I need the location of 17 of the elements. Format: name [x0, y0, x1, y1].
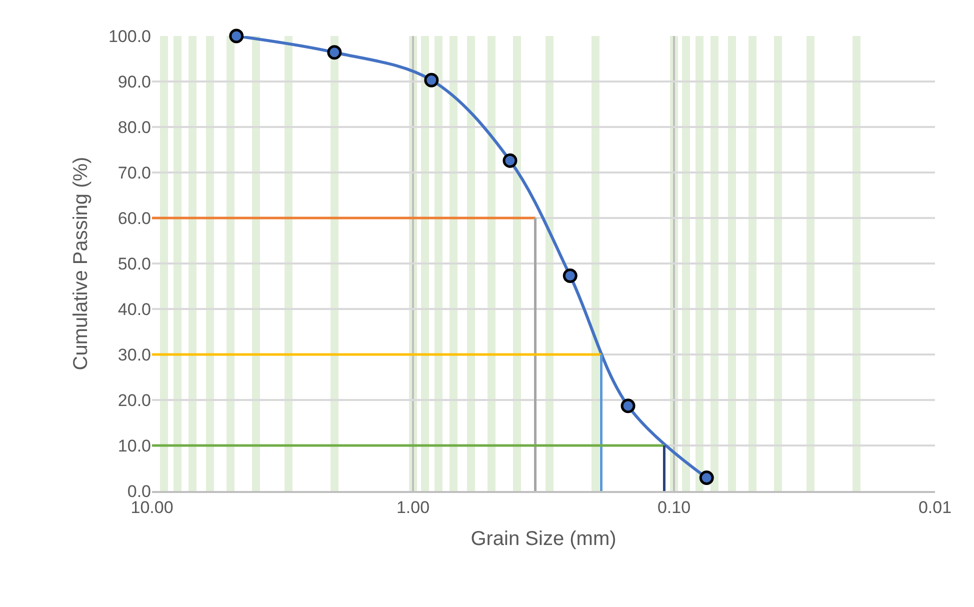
y-tick-label: 60.0	[118, 208, 151, 228]
y-tick-label: 70.0	[118, 163, 151, 182]
y-tick-label: 100.0	[108, 26, 151, 46]
x-tick-label: 1.00	[396, 498, 430, 518]
x-tick-label: 0.01	[918, 498, 952, 518]
y-tick-label: 80.0	[118, 118, 151, 137]
y-tick-label: 50.0	[118, 254, 151, 274]
y-tick-label: 90.0	[118, 72, 151, 92]
y-tick-label: 40.0	[118, 300, 151, 319]
y-tick-label: 30.0	[118, 345, 151, 364]
y-tick-label: 20.0	[118, 390, 151, 410]
y-tick-label: 10.0	[118, 436, 151, 456]
x-tick-label: 0.10	[657, 498, 691, 518]
y-tick-label: 0.0	[127, 482, 151, 501]
x-tick-label: 10.00	[130, 498, 174, 518]
y-axis-title: Cumulative Passing (%)	[70, 156, 92, 370]
x-axis-title: Grain Size (mm)	[470, 528, 616, 550]
